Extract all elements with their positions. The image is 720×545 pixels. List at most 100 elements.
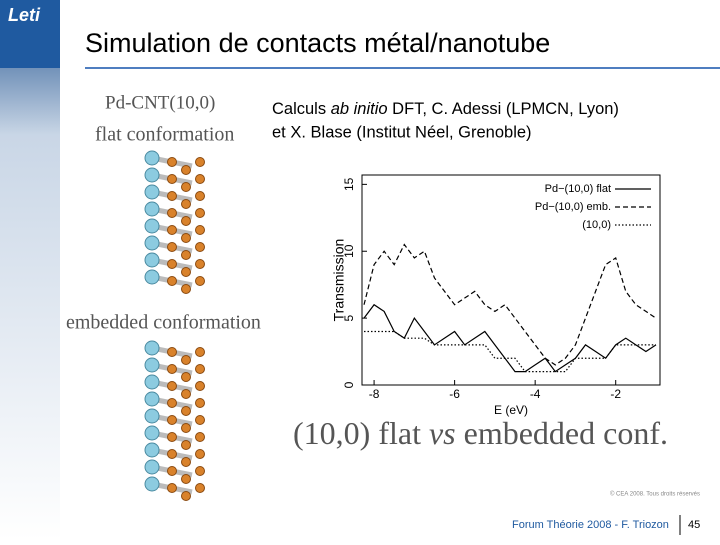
atom-pd — [144, 150, 160, 166]
atom-c — [181, 355, 191, 365]
atom-pd — [144, 459, 160, 475]
atom-c — [195, 364, 205, 374]
molecule-embedded — [144, 340, 205, 501]
atom-c — [195, 276, 205, 286]
subtitle-part: Calculs — [272, 100, 331, 118]
atom-c — [181, 182, 191, 192]
caption-part: (10,0) flat — [293, 415, 429, 451]
atom-pd — [144, 184, 160, 200]
atom-c — [195, 432, 205, 442]
y-tick-label: 0 — [342, 381, 356, 388]
atom-pd — [144, 235, 160, 251]
footer-text: Forum Théorie 2008 - F. Triozon — [512, 519, 669, 531]
caption: (10,0) flat vs embedded conf. — [293, 415, 668, 451]
subtitle-line1: Calculs ab initio DFT, C. Adessi (LPMCN,… — [272, 100, 619, 118]
atom-c — [167, 398, 177, 408]
atom-c — [195, 347, 205, 357]
atom-c — [167, 225, 177, 235]
atom-c — [167, 208, 177, 218]
atom-c — [167, 466, 177, 476]
y-tick-label: 15 — [342, 177, 356, 191]
atom-pd — [144, 201, 160, 217]
caption-part: embedded conf. — [456, 415, 668, 451]
chart: -8 -6 -4 -2 0 5 10 15 E (eV) Transmission Pd−(10,0… — [331, 174, 661, 417]
atom-c — [195, 483, 205, 493]
legend-label: Pd−(10,0) flat — [545, 183, 611, 195]
subtitle-part: DFT, C. Adessi (LPMCN, Lyon) — [388, 100, 619, 118]
x-tick-label: -8 — [369, 387, 380, 401]
atom-c — [181, 250, 191, 260]
logo-box — [0, 0, 60, 68]
atom-c — [167, 174, 177, 184]
atom-c — [167, 364, 177, 374]
x-tick-label: -2 — [610, 387, 621, 401]
atom-pd — [144, 357, 160, 373]
atom-c — [167, 415, 177, 425]
atom-c — [181, 199, 191, 209]
atom-c — [195, 259, 205, 269]
atom-c — [181, 267, 191, 277]
atom-c — [181, 457, 191, 467]
atom-c — [181, 165, 191, 175]
atom-c — [195, 174, 205, 184]
atom-c — [195, 157, 205, 167]
atom-c — [181, 474, 191, 484]
series-line — [363, 243, 657, 366]
legend-label: (10,0) — [582, 219, 611, 231]
x-tick-label: -6 — [449, 387, 460, 401]
atom-c — [167, 157, 177, 167]
caption-italic: vs — [429, 415, 456, 451]
atom-c — [167, 191, 177, 201]
atom-pd — [144, 218, 160, 234]
y-tick-label: 10 — [342, 244, 356, 258]
atom-c — [195, 381, 205, 391]
y-tick-label: 5 — [342, 314, 356, 321]
atom-c — [167, 432, 177, 442]
molecule-flat — [144, 150, 205, 294]
atom-c — [167, 347, 177, 357]
x-tick-label: -4 — [530, 387, 541, 401]
figure-label: Pd-CNT(10,0) — [105, 92, 215, 113]
atom-pd — [144, 391, 160, 407]
subtitle-italic: ab initio — [331, 100, 388, 118]
atom-c — [181, 284, 191, 294]
x-axis-label: E (eV) — [494, 403, 528, 417]
atom-c — [181, 216, 191, 226]
atom-pd — [144, 167, 160, 183]
legend-bg — [495, 199, 655, 215]
atom-pd — [144, 476, 160, 492]
side-band — [0, 0, 60, 540]
atom-pd — [144, 374, 160, 390]
atom-c — [167, 449, 177, 459]
figure-embedded: embedded conformation — [66, 312, 261, 334]
legend-bg — [495, 217, 655, 233]
plot-frame — [361, 174, 661, 386]
atom-c — [181, 389, 191, 399]
atom-c — [195, 242, 205, 252]
atom-c — [167, 242, 177, 252]
copyright: © CEA 2008. Tous droits réservés — [610, 491, 700, 498]
y-axis-label: Transmission — [331, 239, 347, 322]
atom-c — [195, 208, 205, 218]
series-line — [363, 303, 657, 373]
atom-c — [195, 466, 205, 476]
atom-pd — [144, 442, 160, 458]
atom-pd — [144, 269, 160, 285]
atom-c — [167, 483, 177, 493]
atom-c — [181, 406, 191, 416]
page-number: 45 — [688, 519, 700, 531]
atom-c — [167, 381, 177, 391]
atom-c — [181, 491, 191, 501]
atom-c — [195, 191, 205, 201]
atom-c — [167, 259, 177, 269]
logo: Leti — [8, 5, 41, 25]
atom-c — [181, 440, 191, 450]
atom-c — [195, 398, 205, 408]
atom-c — [181, 372, 191, 382]
legend-label: Pd−(10,0) emb. — [535, 201, 611, 213]
atom-c — [181, 423, 191, 433]
atom-pd — [144, 252, 160, 268]
legend-bg — [495, 181, 655, 197]
